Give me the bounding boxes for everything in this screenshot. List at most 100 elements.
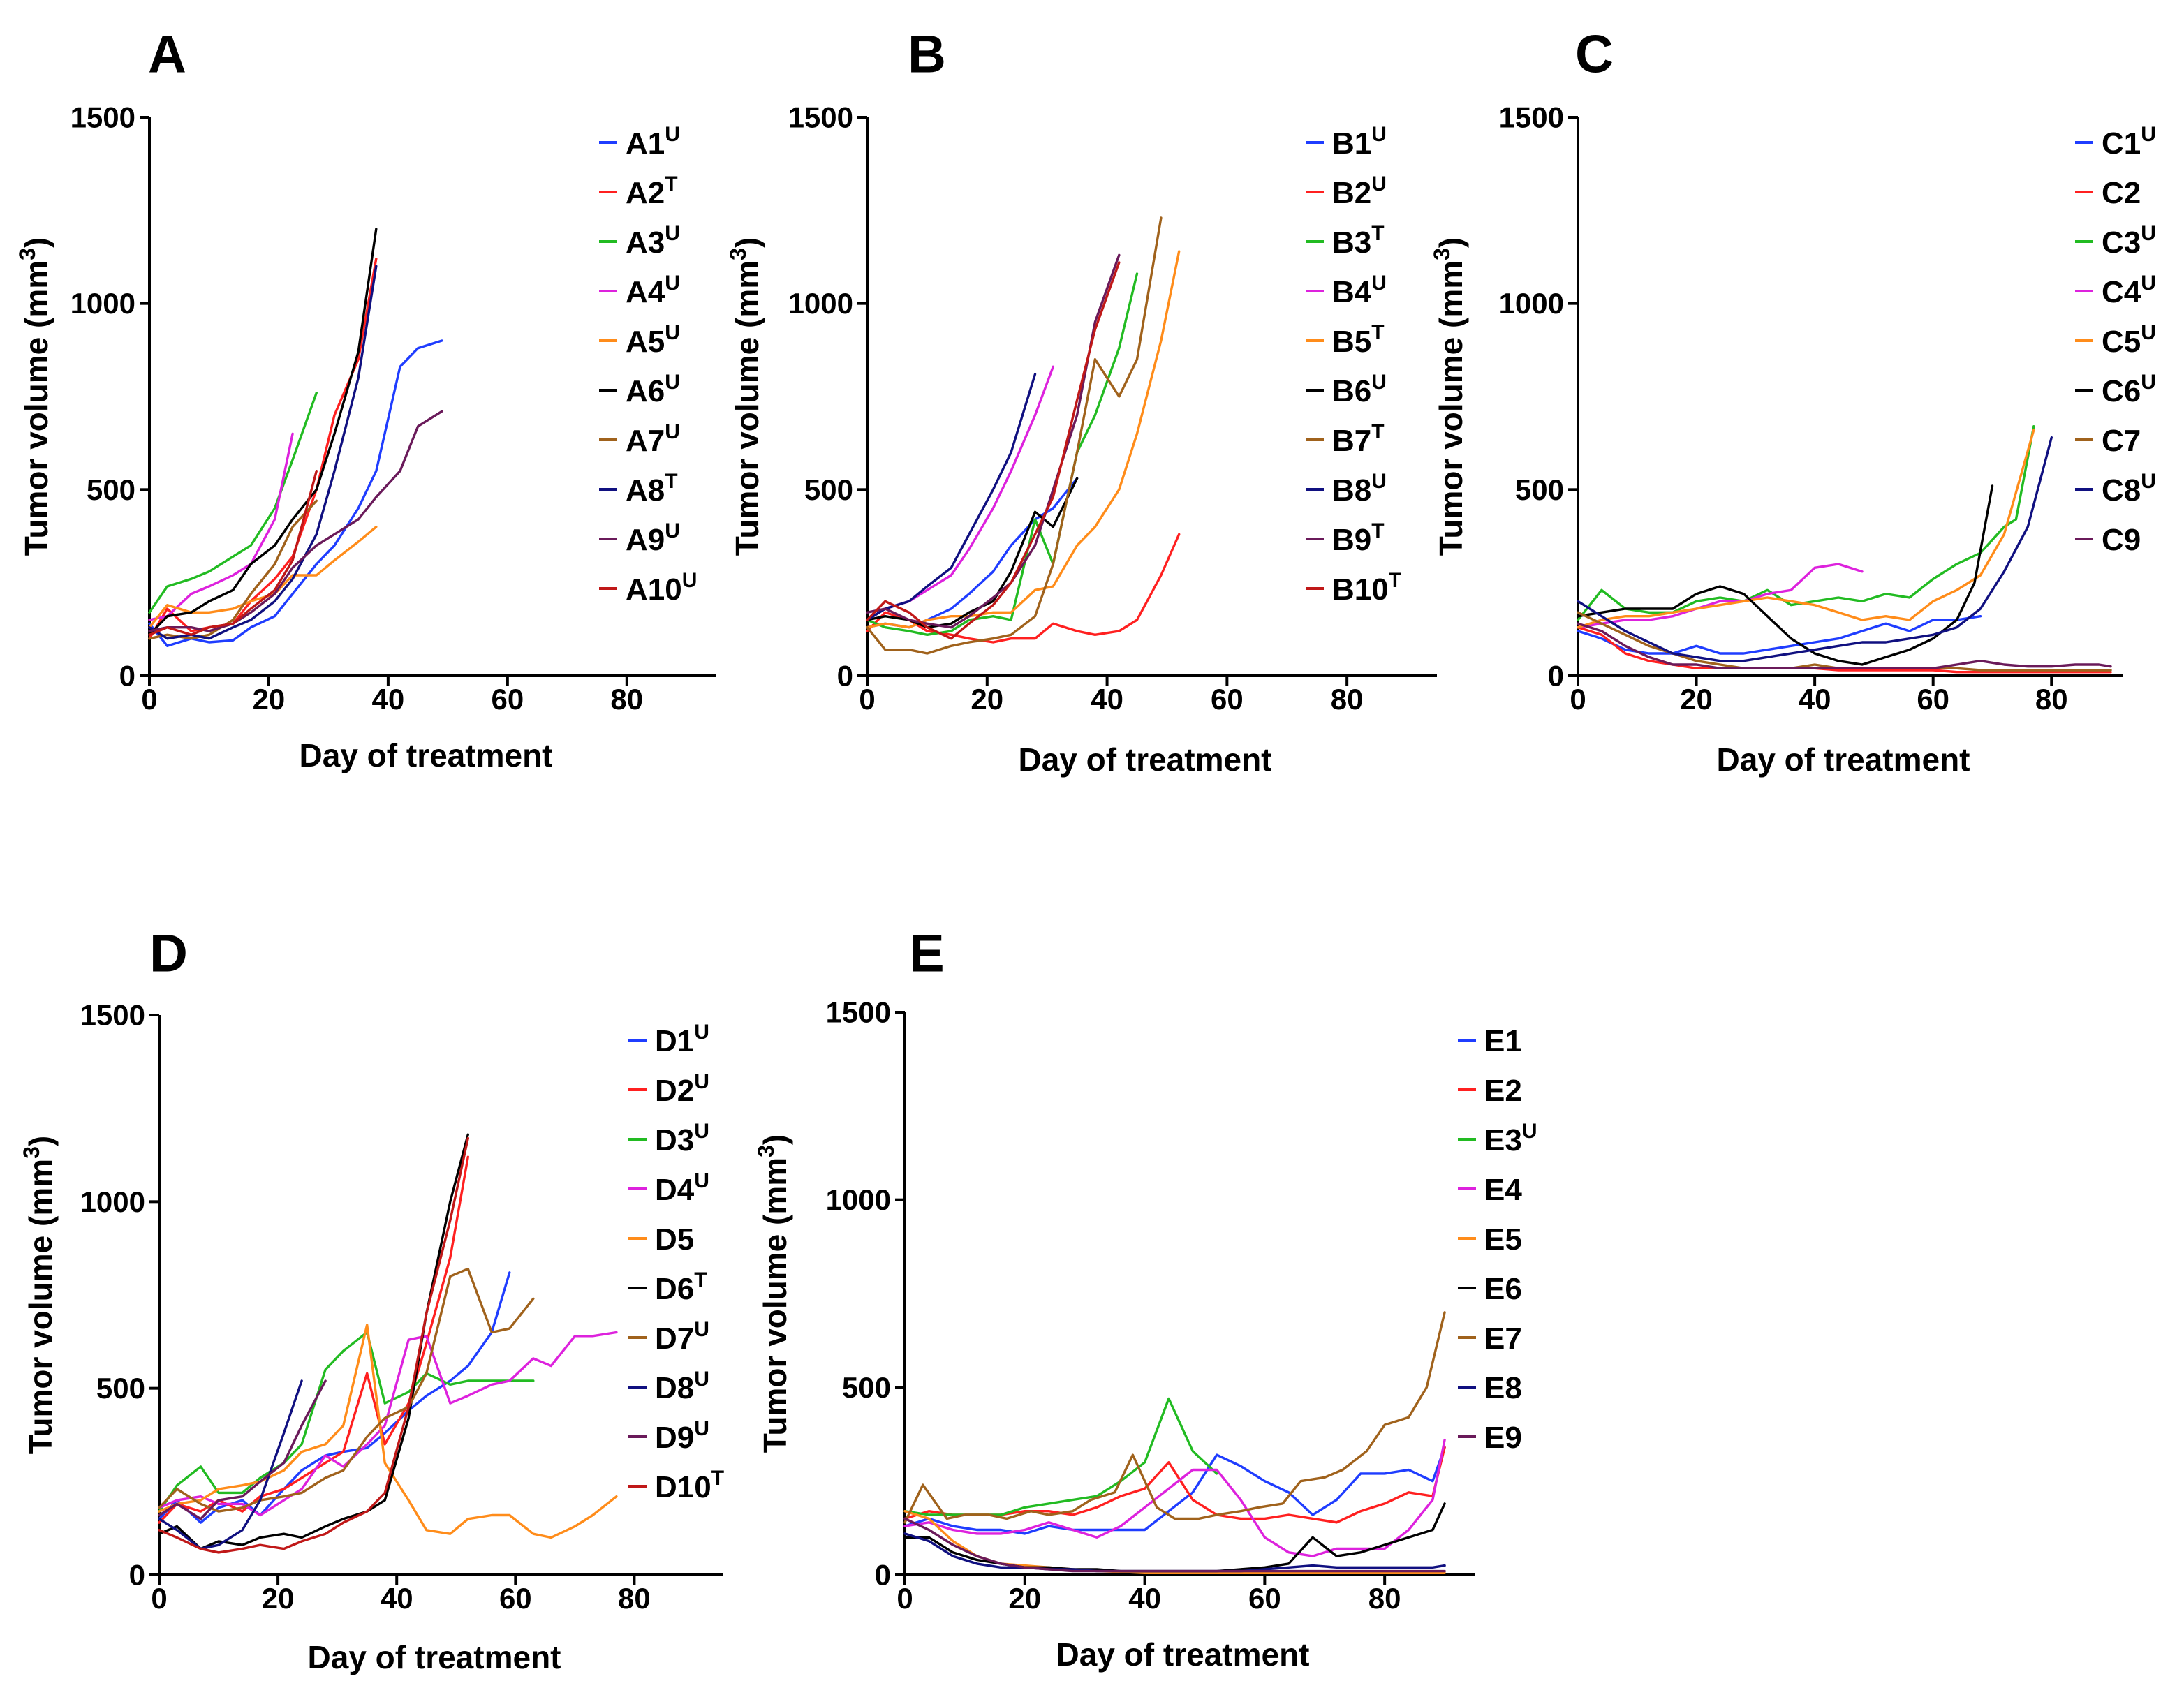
legend-name: C2 (2102, 176, 2141, 210)
legend-sup: T (665, 172, 677, 195)
legend-label-b6: B6U (1332, 371, 1387, 408)
legend-name: E8 (1484, 1371, 1522, 1405)
legend-name: E3 (1484, 1123, 1522, 1157)
x-tick-label: 20 (1680, 683, 1713, 716)
legend-name: D8 (655, 1371, 694, 1405)
x-tick-label: 80 (610, 683, 643, 716)
legend-sup: U (694, 1318, 709, 1341)
legend-label-b3: B3T (1332, 222, 1385, 260)
legend-sup: U (1371, 272, 1387, 295)
x-tick-label: 20 (1008, 1582, 1041, 1615)
legend-sup: U (694, 1120, 709, 1143)
legend-label-a9: A9U (626, 519, 680, 557)
legend-sup: T (665, 470, 677, 493)
y-axis-title: Tumor volume (mm3) (1429, 237, 1469, 556)
legend-label-d1: D1U (655, 1021, 709, 1058)
series-line-b9 (866, 253, 1121, 629)
panel-letter: A (148, 25, 186, 84)
series-line-b10 (866, 261, 1121, 640)
legend-name: A10 (626, 572, 682, 607)
legend-name: E2 (1484, 1074, 1522, 1108)
x-tick-label: 0 (141, 683, 157, 716)
x-tick-label: 80 (1331, 683, 1364, 716)
panel-letter: B (908, 25, 946, 84)
legend-name: D9 (655, 1421, 694, 1455)
series-line-c3 (1577, 425, 2035, 621)
legend-name: C1 (2102, 126, 2141, 161)
series-line-b6 (866, 477, 1079, 629)
legend-sup: U (694, 1169, 709, 1192)
legend-sup: T (1389, 569, 1401, 592)
y-tick-label: 1500 (788, 101, 853, 134)
legend-name: B2 (1332, 176, 1371, 210)
legend-name: C3 (2102, 225, 2141, 260)
legend-label-d10: D10T (655, 1467, 724, 1504)
series-line-a7 (148, 499, 318, 640)
legend-label-b5: B5T (1332, 321, 1385, 359)
legend-label-c5: C5U (2102, 321, 2156, 359)
x-tick-label: 40 (1799, 683, 1831, 716)
legend-name: C8 (2102, 473, 2141, 508)
legend-label-c2: C2 (2102, 176, 2141, 210)
legend-sup: U (665, 123, 680, 146)
legend-name: B3 (1332, 225, 1371, 260)
legend-label-c6: C6U (2102, 371, 2156, 408)
series-line-a3 (148, 392, 318, 614)
series-line-b7 (866, 216, 1163, 655)
y-tick-label: 500 (842, 1371, 891, 1404)
series-line-e1 (903, 1446, 1446, 1535)
legend-name: A9 (626, 523, 665, 557)
legend-name: D7 (655, 1321, 694, 1356)
legend-name: B10 (1332, 572, 1389, 607)
x-axis-title: Day of treatment (1056, 1636, 1310, 1673)
legend-name: C9 (2102, 523, 2141, 557)
y-tick-label: 0 (875, 1559, 891, 1592)
legend-label-b9: B9T (1332, 519, 1385, 557)
legend-sup: U (665, 321, 680, 344)
legend-label-c3: C3U (2102, 222, 2156, 260)
x-tick-label: 20 (262, 1582, 295, 1615)
series-line-a5 (148, 526, 378, 629)
series-line-b2 (866, 533, 1181, 644)
series-line-c1 (1577, 615, 1982, 655)
legend-name: D5 (655, 1222, 694, 1257)
y-tick-label: 1500 (71, 101, 135, 134)
legend-name: C5 (2102, 325, 2141, 359)
x-tick-label: 40 (372, 683, 405, 716)
y-tick-label: 1500 (80, 999, 145, 1032)
y-tick-label: 500 (804, 473, 853, 506)
series-line-c9 (1577, 622, 2112, 669)
legend-sup: T (1371, 519, 1384, 542)
series-line-e4 (903, 1438, 1446, 1557)
legend-name: B6 (1332, 374, 1371, 408)
legend-sup: U (665, 420, 680, 443)
legend-name: B4 (1332, 275, 1372, 309)
legend-sup: U (694, 1368, 709, 1391)
series-line-a8 (148, 265, 378, 640)
legend-label-d4: D4U (655, 1169, 709, 1207)
legend-name: E1 (1484, 1024, 1522, 1058)
legend-label-b10: B10T (1332, 569, 1401, 607)
chart-panel-d: D 0 500 1000 1500 0 20 40 60 80 Day of treatment Tu… (19, 924, 724, 1676)
legend-sup: T (694, 1268, 707, 1291)
legend-name: D2 (655, 1074, 694, 1108)
y-tick-label: 1000 (71, 287, 135, 320)
legend-label-d7: D7U (655, 1318, 709, 1356)
y-tick-label: 0 (119, 660, 135, 693)
x-tick-label: 80 (618, 1582, 651, 1615)
series-line-a9 (148, 410, 443, 632)
y-tick-label: 1500 (1499, 101, 1564, 134)
legend-label-a10: A10U (626, 569, 697, 607)
legend-label-a7: A7U (626, 420, 680, 458)
y-tick-label: 0 (1548, 660, 1564, 693)
legend-label-b7: B7T (1332, 420, 1385, 458)
x-tick-label: 0 (151, 1582, 167, 1615)
y-tick-label: 500 (1515, 473, 1564, 506)
series-line-d1 (158, 1271, 511, 1524)
y-axis-title-sup: 3 (725, 248, 751, 260)
chart-panel-b: B 0 500 1000 1500 0 20 40 60 80 Day of treatment Tu… (725, 25, 1437, 778)
legend-name: B9 (1332, 523, 1371, 557)
panel-letter: C (1575, 25, 1614, 84)
legend-label-d6: D6T (655, 1268, 707, 1306)
panel-letter: D (149, 924, 188, 984)
